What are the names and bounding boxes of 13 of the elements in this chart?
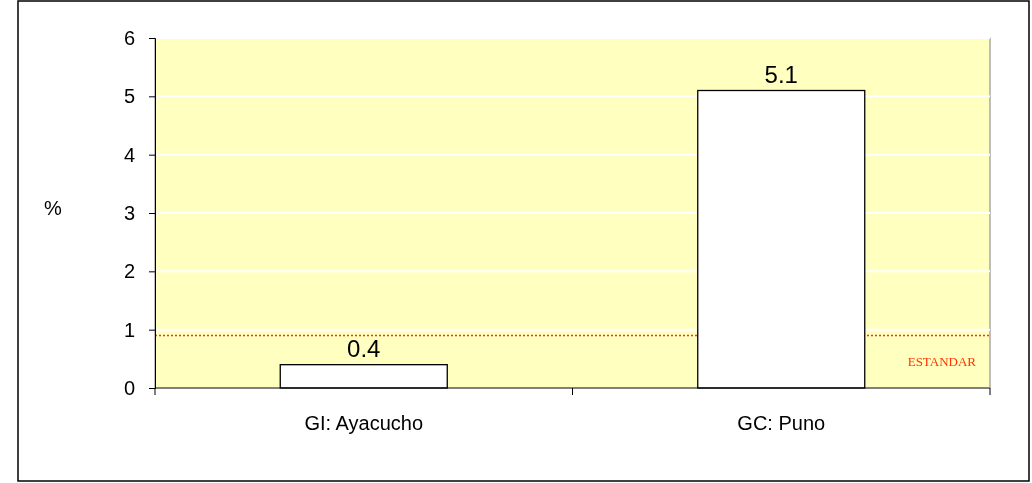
data-label: 0.4 xyxy=(347,334,381,362)
ref-line-label: ESTANDAR xyxy=(907,353,977,369)
y-tick-label: 4 xyxy=(123,143,135,166)
y-tick-label: 2 xyxy=(123,260,135,283)
y-tick-label: 0 xyxy=(123,376,135,399)
y-axis-title: % xyxy=(44,197,63,219)
y-tick-label: 1 xyxy=(123,318,135,341)
y-tick-label: 6 xyxy=(123,26,135,49)
data-label: 5.1 xyxy=(764,60,798,88)
x-tick-label: GI: Ayacucho xyxy=(304,412,424,435)
y-tick-label: 3 xyxy=(123,201,135,224)
x-tick-label: GC: Puno xyxy=(737,412,826,435)
y-tick-label: 5 xyxy=(123,85,135,108)
